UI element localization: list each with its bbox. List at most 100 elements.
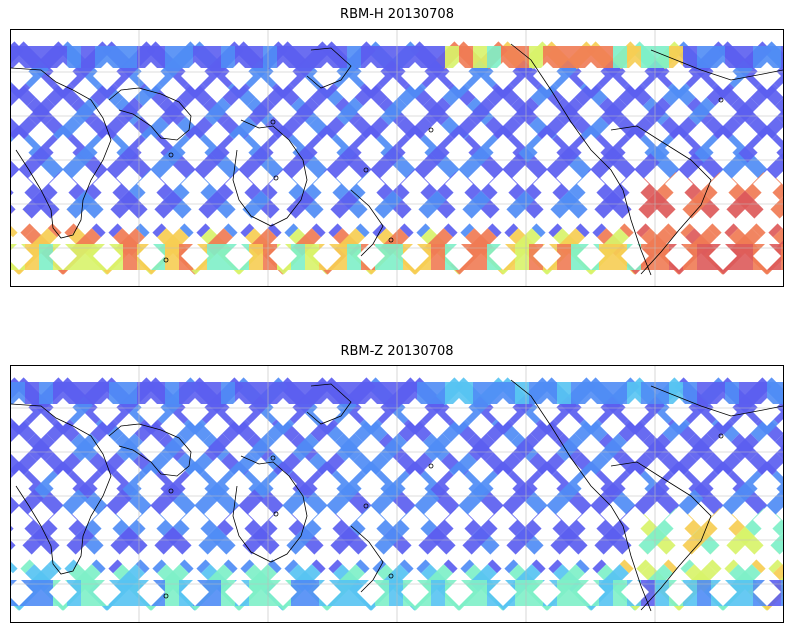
map-panel-rbm-z [10, 365, 784, 623]
north-band-cell [249, 46, 263, 68]
gap-diamond [621, 242, 649, 270]
gap-diamond [753, 578, 781, 606]
gap-diamond [489, 134, 517, 162]
map-plot [11, 30, 783, 286]
coastline [610, 125, 712, 275]
gap-diamond [709, 62, 737, 90]
swath-segment [159, 433, 188, 462]
gap-diamond [357, 578, 385, 606]
gap-diamond [709, 470, 737, 498]
swath-segment [22, 190, 51, 219]
swath-segment [669, 116, 697, 144]
gap-diamond [11, 98, 33, 126]
north-band-cell [375, 382, 389, 404]
north-band-cell [333, 382, 347, 404]
gap-diamond [533, 206, 561, 234]
island [428, 127, 434, 133]
south-band-cell [389, 244, 403, 270]
south-band-cell [305, 244, 319, 270]
swath-segment [594, 526, 623, 555]
gap-diamond [753, 170, 781, 198]
island [273, 175, 279, 181]
swath-segment [587, 489, 616, 518]
swath-segment [650, 134, 679, 163]
swath-segment [418, 190, 447, 219]
gap-diamond [489, 170, 517, 198]
swath-segment [455, 489, 484, 518]
swath-segment [430, 470, 459, 499]
north-band-cell [389, 46, 403, 68]
swath-segment [499, 489, 528, 518]
gap-diamond [665, 398, 693, 426]
gap-diamond [269, 506, 297, 534]
swath-segment [11, 116, 37, 144]
swath-segment [562, 134, 591, 163]
swath-segment [242, 526, 271, 555]
gap-diamond [225, 134, 253, 162]
gap-diamond [93, 578, 121, 606]
swath-segment [543, 153, 572, 182]
swath-segment [731, 97, 760, 126]
swath-segment [342, 470, 371, 499]
swath-segment [726, 190, 755, 219]
swath-segment [110, 526, 139, 555]
swath-segment [66, 526, 95, 555]
swath-segment [235, 153, 264, 182]
south-band-cell [347, 580, 361, 606]
swath-segment [159, 97, 188, 126]
swath-segment [330, 526, 359, 555]
south-band-cell [249, 580, 263, 606]
gap-diamond [269, 62, 297, 90]
south-band-cell [39, 580, 53, 606]
gap-diamond [313, 434, 341, 462]
gap-diamond [49, 470, 77, 498]
gap-diamond [489, 398, 517, 426]
swath-segment [738, 134, 767, 163]
gap-diamond [753, 206, 781, 234]
gap-diamond [445, 170, 473, 198]
north-band-cell [123, 382, 137, 404]
north-band-cell [221, 46, 235, 68]
swath-segment [694, 470, 723, 499]
gap-diamond [357, 398, 385, 426]
swath-segment [134, 414, 163, 443]
swath-segment [335, 433, 364, 462]
north-band-cell [319, 382, 333, 404]
north-band-cell [179, 46, 193, 68]
south-band-cell [515, 244, 529, 270]
gap-diamond [621, 62, 649, 90]
north-band-cell [277, 46, 291, 68]
gap-diamond [181, 170, 209, 198]
gap-diamond [445, 62, 473, 90]
gap-diamond [137, 98, 165, 126]
coastline [232, 119, 308, 227]
gap-diamond [357, 134, 385, 162]
swath-segment [625, 116, 653, 144]
swath-segment [562, 470, 591, 499]
gap-diamond [93, 242, 121, 270]
swath-segment [774, 433, 783, 452]
swath-segment [298, 134, 327, 163]
panel-title-rbm-z: RBM-Z 20130708 [340, 344, 454, 359]
gap-diamond [11, 470, 33, 498]
gap-diamond [137, 242, 165, 270]
swath-segment [386, 134, 415, 163]
gap-diamond [313, 98, 341, 126]
south-band-cell [599, 580, 613, 606]
swath-segment [367, 489, 396, 518]
gap-diamond [533, 542, 561, 570]
gap-diamond [11, 398, 33, 426]
swath-segment [90, 414, 119, 443]
north-band-cell [613, 46, 627, 68]
gap-diamond [11, 134, 33, 162]
gap-diamond [225, 206, 253, 234]
swath-segment [191, 489, 220, 518]
swath-segment [581, 452, 609, 480]
north-band-cell [767, 382, 781, 404]
gap-diamond [93, 98, 121, 126]
north-band-cell [711, 382, 725, 404]
gap-diamond [577, 506, 605, 534]
north-band-cell [25, 382, 39, 404]
coastline [610, 461, 712, 611]
swath-segment [555, 97, 584, 126]
